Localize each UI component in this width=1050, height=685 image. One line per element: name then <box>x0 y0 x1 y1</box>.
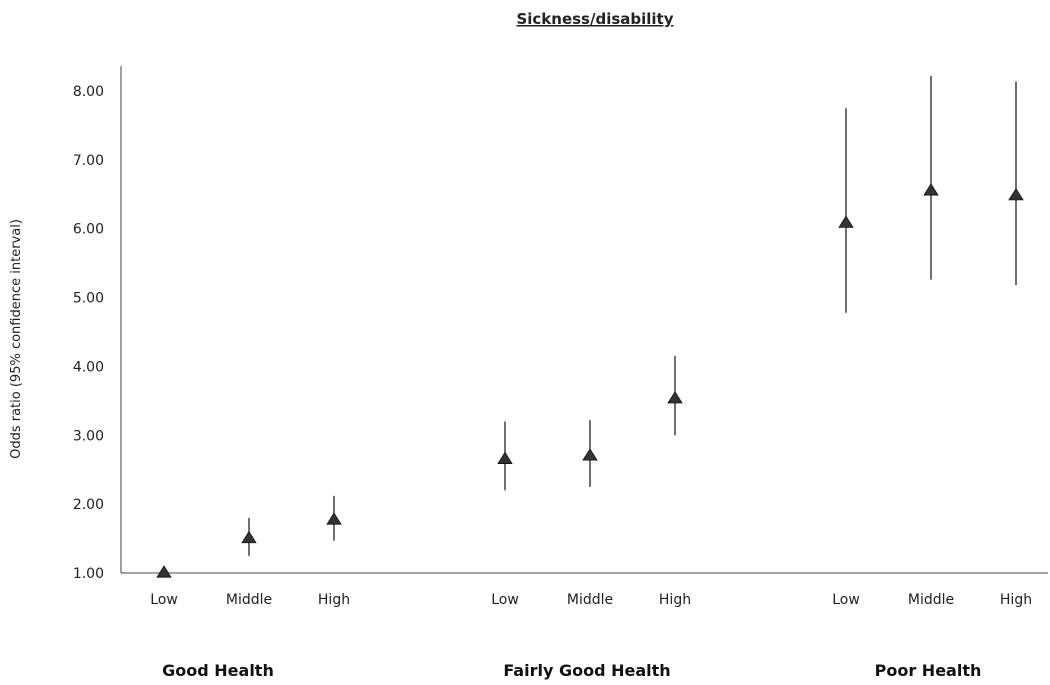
group-label: Poor Health <box>875 661 982 680</box>
data-point-marker <box>924 184 938 195</box>
group-label: Good Health <box>162 661 274 680</box>
y-tick-label: 2.00 <box>73 497 104 513</box>
y-tick-label: 3.00 <box>73 428 104 444</box>
y-tick-label: 8.00 <box>73 84 104 100</box>
data-points <box>157 76 1023 577</box>
y-tick-label: 1.00 <box>73 566 104 582</box>
data-point-marker <box>583 449 597 460</box>
category-label: High <box>659 592 691 608</box>
data-point-marker <box>498 452 512 463</box>
data-point-marker <box>668 392 682 403</box>
y-tick-labels: 1.00 2.00 3.00 4.00 5.00 6.00 7.00 8.00 <box>73 84 104 582</box>
category-label: Low <box>832 592 860 608</box>
category-label: Middle <box>226 592 272 608</box>
group-label: Fairly Good Health <box>503 661 670 680</box>
data-point-marker <box>327 513 341 524</box>
category-labels: Low Middle High Low Middle High Low Middle High <box>150 592 1032 608</box>
data-point-marker <box>242 532 256 543</box>
y-tick-label: 6.00 <box>73 222 104 238</box>
category-label: High <box>318 592 350 608</box>
data-point-marker <box>157 566 171 577</box>
category-label: Middle <box>567 592 613 608</box>
chart-title: Sickness/disability <box>516 10 673 28</box>
group-labels: Good Health Fairly Good Health Poor Health <box>162 661 981 680</box>
category-label: High <box>1000 592 1032 608</box>
data-point-marker <box>839 216 853 227</box>
y-axis-label: Odds ratio (95% confidence interval) <box>9 219 24 459</box>
y-tick-label: 7.00 <box>73 153 104 169</box>
category-label: Low <box>491 592 519 608</box>
category-label: Middle <box>908 592 954 608</box>
category-label: Low <box>150 592 178 608</box>
data-point-marker <box>1009 189 1023 200</box>
y-tick-label: 4.00 <box>73 359 104 375</box>
y-tick-label: 5.00 <box>73 291 104 307</box>
